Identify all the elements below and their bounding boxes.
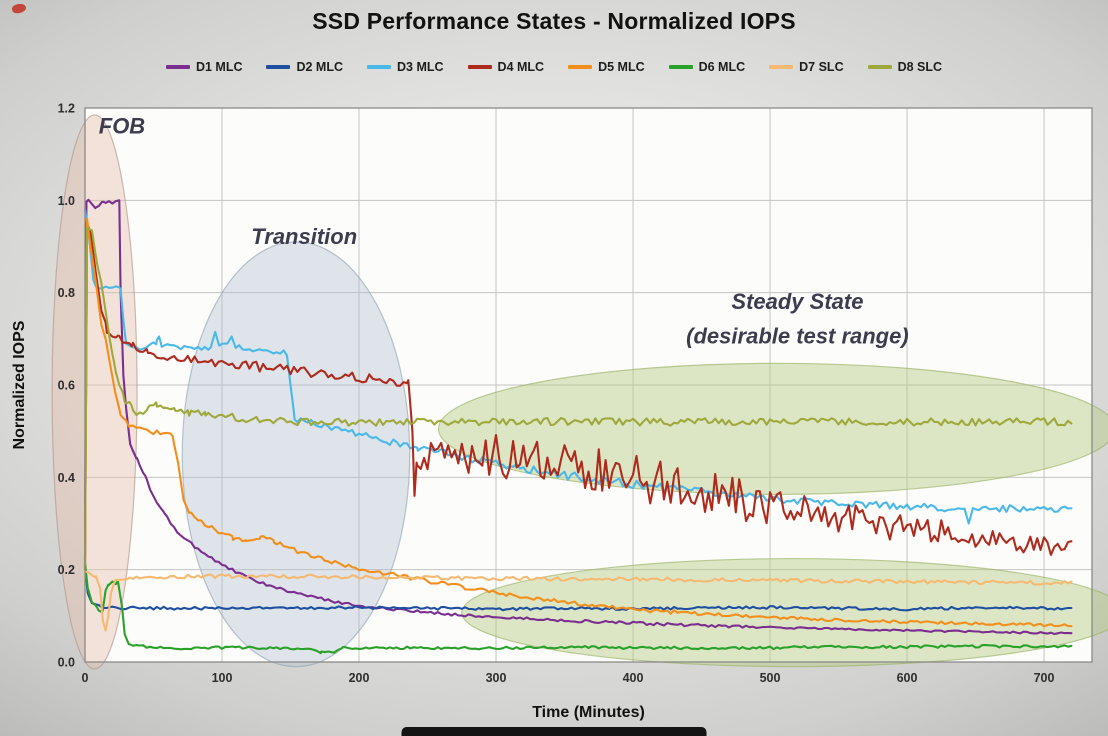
series-line-d5-mlc xyxy=(83,217,1073,628)
legend-item-d8-slc: D8 SLC xyxy=(867,60,943,74)
y-tick-label: 0.6 xyxy=(58,379,75,393)
x-tick-label: 600 xyxy=(897,671,918,685)
annotation-label-steady-state: Steady State xyxy=(731,289,863,314)
chart-title: SSD Performance States - Normalized IOPS xyxy=(312,8,796,34)
legend-item-d1-mlc: D1 MLC xyxy=(165,60,243,74)
legend-label: D1 MLC xyxy=(195,60,243,74)
y-tick-label: 0.8 xyxy=(58,286,75,300)
y-tick-label: 0.2 xyxy=(58,563,75,577)
annotation-label-fob: FOB xyxy=(99,113,146,138)
legend-line-swatch xyxy=(467,65,492,69)
y-axis-title: Normalized IOPS xyxy=(11,320,28,449)
x-tick-label: 500 xyxy=(760,671,781,685)
legend-label: D4 MLC xyxy=(497,60,545,74)
series-line-d1-mlc xyxy=(83,198,1073,636)
annotation-ellipse-fob xyxy=(51,114,138,670)
legend-label: D7 SLC xyxy=(799,60,844,74)
y-tick-label: 1.0 xyxy=(58,194,75,208)
annotation-ellipse-steady-state-upper xyxy=(437,362,1108,495)
x-tick-label: 100 xyxy=(212,671,233,685)
legend-line-swatch xyxy=(266,65,291,69)
legend-line-swatch xyxy=(165,65,190,69)
y-tick-label: 0.0 xyxy=(58,656,75,670)
legend-item-d5-mlc: D5 MLC xyxy=(568,60,645,74)
chart-legend: D1 MLC D2 MLC D3 MLC D4 MLC D5 MLC D6 MLC D7 S… xyxy=(0,60,1108,74)
legend-line-swatch xyxy=(769,65,794,69)
x-tick-label: 300 xyxy=(486,671,507,685)
x-tick-label: 0 xyxy=(82,671,89,685)
legend-label: D6 MLC xyxy=(698,60,746,74)
series-line-d6-mlc xyxy=(83,561,1073,655)
legend-line-swatch xyxy=(668,65,693,69)
x-axis-title: Time (Minutes) xyxy=(532,704,645,721)
annotation-label-desirable-test-range: (desirable test range) xyxy=(686,323,909,348)
x-tick-label: 200 xyxy=(349,671,370,685)
legend-item-d4-mlc: D4 MLC xyxy=(467,60,545,74)
legend-label: D3 MLC xyxy=(397,60,444,74)
annotation-label-transition: Transition xyxy=(251,224,357,249)
x-tick-label: 700 xyxy=(1034,671,1055,685)
series-line-d8-slc xyxy=(83,226,1073,567)
legend-item-d3-mlc: D3 MLC xyxy=(367,60,444,74)
series-line-d7-slc xyxy=(83,570,1073,632)
annotation-ellipse-transition xyxy=(181,241,411,668)
legend-line-swatch xyxy=(867,65,892,69)
legend-line-swatch xyxy=(568,65,593,69)
y-tick-label: 1.2 xyxy=(58,102,75,116)
plot-border xyxy=(84,107,1093,663)
legend-line-swatch xyxy=(367,65,392,69)
series-line-d2-mlc xyxy=(83,563,1073,612)
y-tick-label: 0.4 xyxy=(58,471,75,485)
legend-item-d7-slc: D7 SLC xyxy=(769,60,844,74)
legend-label: D2 MLC xyxy=(296,60,344,74)
legend-label: D5 MLC xyxy=(598,60,645,74)
x-tick-label: 400 xyxy=(623,671,644,685)
legend-label: D8 SLC xyxy=(897,60,943,74)
series-line-d4-mlc xyxy=(83,222,1073,562)
legend-item-d6-mlc: D6 MLC xyxy=(668,60,746,74)
legend-item-d2-mlc: D2 MLC xyxy=(266,60,343,74)
annotation-ellipse-steady-state-lower xyxy=(461,558,1108,668)
bottom-media-bar xyxy=(401,727,707,736)
